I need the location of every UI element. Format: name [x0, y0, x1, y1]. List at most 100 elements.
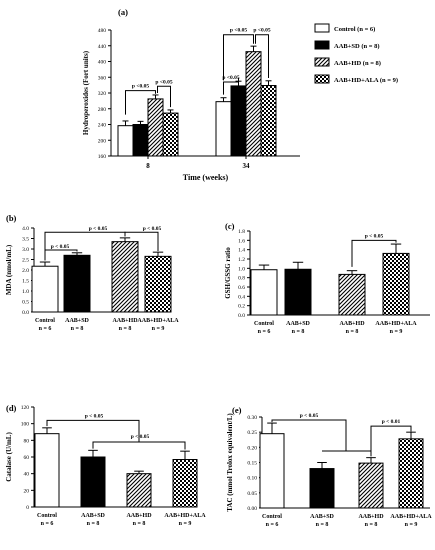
- n-label: n = 6: [266, 522, 279, 528]
- y-tick-label: 0.15: [247, 461, 257, 467]
- y-tick-label: 0: [26, 505, 29, 511]
- y-axis-title: GSH/GSSG ratio: [224, 247, 232, 299]
- legend-swatch: [314, 40, 330, 50]
- y-tick-label: 1.4: [238, 248, 245, 254]
- x-tick-label: 8: [146, 162, 150, 170]
- y-tick-label: 0.8: [238, 276, 245, 282]
- y-tick-label: 20: [24, 488, 30, 494]
- n-label: n = 9: [152, 326, 165, 332]
- panel-label: (c): [225, 221, 235, 231]
- bar: [147, 98, 164, 157]
- n-label: n = 6: [39, 326, 52, 332]
- bar: [382, 252, 410, 316]
- y-tick-label: 0.10: [247, 476, 257, 482]
- panel-a: 160 200 240 280 320 360 400 440 480 Hydroperoxide…: [82, 7, 398, 182]
- legend-label: AAB+HD (n = 8): [334, 60, 381, 67]
- p-value-label: p <0.05: [155, 79, 172, 85]
- x-tick-label: AAB+SD: [65, 318, 89, 324]
- n-label: n = 6: [41, 521, 54, 527]
- n-label: n = 8: [365, 522, 378, 528]
- bar: [338, 273, 366, 316]
- y-tick-label: 280: [98, 107, 107, 113]
- bar: [172, 459, 198, 508]
- bar: [34, 433, 60, 508]
- x-tick-label: AAB+HD+ALA: [164, 513, 206, 519]
- y-tick-label: 0.30: [247, 415, 257, 421]
- significance-bracket: [370, 425, 412, 457]
- legend-label: AAB+SD (n = 8): [334, 43, 380, 50]
- panel-label: (b): [6, 213, 17, 223]
- x-tick-label: AAB+HD+ALA: [137, 318, 179, 324]
- p-value-label: p <0.05: [230, 28, 247, 34]
- y-tick-label: 0.25: [247, 430, 257, 436]
- p-value-label: p <0.05: [222, 75, 239, 81]
- n-label: n = 8: [346, 329, 359, 335]
- y-tick-label: 200: [98, 138, 107, 144]
- y-tick-label: 0.4: [238, 294, 245, 300]
- bar: [259, 433, 285, 509]
- x-tick-label: AAB+HD: [358, 514, 384, 520]
- y-tick-label: 1.8: [238, 229, 245, 235]
- significance-bracket: [351, 239, 397, 267]
- bar: [309, 468, 335, 509]
- x-tick-label: AAB+SD: [81, 513, 105, 519]
- n-label: n = 9: [179, 521, 192, 527]
- significance-bracket: [92, 441, 186, 450]
- n-label: n = 9: [405, 522, 418, 528]
- bar: [215, 101, 232, 157]
- panel-e: 0.00 0.05 0.10 0.15 0.20 0.25 0.30 TAC (mmol Tr…: [226, 405, 432, 528]
- y-tick-label: 1.0: [22, 289, 29, 295]
- significance-bracket: [223, 34, 254, 81]
- significance-bracket: [223, 78, 239, 95]
- bar: [358, 462, 384, 509]
- x-tick-label: AAB+HD: [112, 318, 138, 324]
- significance-bracket: [44, 249, 78, 261]
- panel-d: 0 20 40 60 80 100 120 Catalase (U/mL) (d) Control…: [5, 403, 206, 527]
- x-tick-label: AAB+HD: [126, 513, 152, 519]
- n-label: n = 8: [119, 326, 132, 332]
- p-value-label: p < 0.05: [365, 233, 384, 239]
- p-value-label: p < 0.05: [89, 226, 108, 232]
- significance-bracket: [124, 231, 159, 252]
- y-tick-label: 1.0: [238, 266, 245, 272]
- significance-bracket: [46, 419, 140, 442]
- y-axis-title: TAC (mmol Trolox equivalent/L): [226, 413, 234, 512]
- y-axis-title: Hydroperoxides (Fort units): [82, 50, 90, 135]
- n-label: n = 8: [87, 521, 100, 527]
- y-tick-label: 0.0: [238, 313, 245, 319]
- x-tick-label: Control: [35, 318, 55, 324]
- x-tick-label: Control: [37, 513, 57, 519]
- significance-bracket: [255, 34, 269, 79]
- y-tick-label: 160: [98, 154, 107, 160]
- y-tick-label: 0.6: [238, 285, 245, 291]
- bar: [117, 125, 134, 157]
- y-tick-label: 320: [98, 91, 107, 97]
- y-tick-label: 0.0: [22, 310, 29, 316]
- y-tick-label: 0.2: [238, 304, 245, 310]
- y-tick-label: 4.0: [22, 226, 29, 232]
- y-axis-title: MDA (nmol/mL): [5, 244, 13, 295]
- panel-label: (d): [6, 403, 17, 413]
- x-tick-label: Control: [262, 514, 282, 520]
- x-tick-label: AAB+HD+ALA: [375, 321, 417, 327]
- panel-label: (e): [232, 405, 242, 415]
- n-label: n = 9: [390, 329, 403, 335]
- n-label: n = 8: [133, 521, 146, 527]
- panel-c: 0.0 0.2 0.4 0.6 0.8 1.0 1.2 1.4 1.6 1.8 GSH/GSSG r…: [224, 221, 430, 335]
- legend-swatch: [314, 57, 330, 67]
- p-value-label: p < 0.05: [143, 226, 162, 232]
- p-value-label: p < 0.05: [85, 413, 104, 419]
- panel-label: (a): [118, 7, 128, 17]
- y-tick-label: 1.2: [238, 257, 245, 263]
- bar: [260, 85, 277, 157]
- bar: [144, 255, 172, 313]
- bar: [250, 269, 278, 316]
- bar: [126, 473, 152, 508]
- x-tick-label: AAB+SD: [286, 321, 310, 327]
- y-axis-title: Catalase (U/mL): [5, 432, 13, 482]
- y-tick-label: 60: [24, 455, 30, 461]
- legend-label: AAB+HD+ALA (n = 9): [334, 77, 398, 84]
- y-tick-label: 3.0: [22, 247, 29, 253]
- n-label: n = 8: [316, 522, 329, 528]
